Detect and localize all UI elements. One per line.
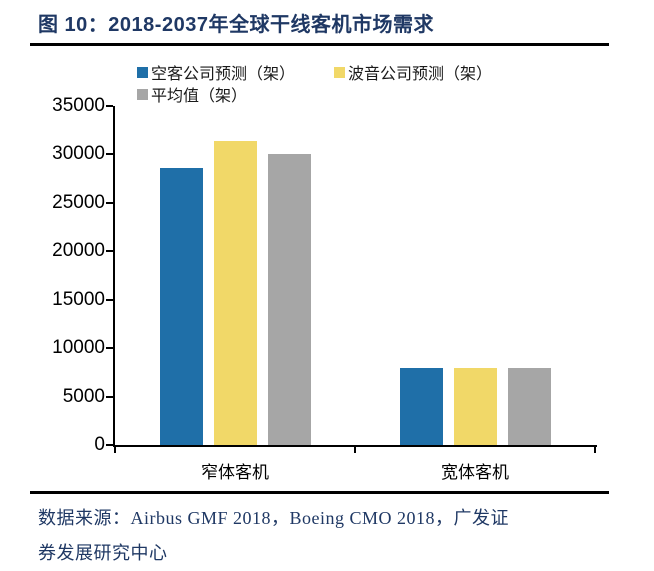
y-tick-label: 10000 <box>52 337 105 359</box>
y-tick-label: 30000 <box>52 143 105 165</box>
bar-boeing-forecast-wide-body <box>453 368 497 445</box>
bar-average-narrow-body <box>267 154 311 445</box>
y-axis <box>113 106 115 447</box>
x-tick <box>354 447 356 453</box>
y-tick <box>106 153 113 156</box>
legend-row: 平均值（架） <box>137 83 597 105</box>
y-tick <box>106 444 113 446</box>
y-tick-label: 25000 <box>52 191 105 213</box>
y-tick-label: 35000 <box>52 95 105 116</box>
legend-swatch-boeing-forecast <box>334 66 345 78</box>
data-source-line: 数据来源：Airbus GMF 2018，Boeing CMO 2018，广发证 <box>38 508 510 528</box>
title-underline <box>30 43 609 46</box>
category-label-narrow-body: 窄体客机 <box>201 463 269 482</box>
legend-label-average: 平均值（架） <box>151 88 248 105</box>
legend-item-airbus-forecast: 空客公司预测（架） <box>137 60 334 84</box>
data-source-line: 券发展研究中心 <box>38 543 168 563</box>
legend-swatch-average <box>137 88 148 100</box>
bar-boeing-forecast-narrow-body <box>213 141 257 445</box>
source-divider <box>30 491 609 494</box>
legend-item-boeing-forecast: 波音公司预测（架） <box>334 60 492 84</box>
bar-airbus-forecast-wide-body <box>399 368 443 445</box>
legend-row: 空客公司预测（架） 波音公司预测（架） <box>137 61 597 83</box>
legend-label-boeing-forecast: 波音公司预测（架） <box>348 66 493 83</box>
legend-swatch-airbus-forecast <box>137 66 148 78</box>
y-tick-label: 15000 <box>52 288 105 310</box>
legend-label-airbus-forecast: 空客公司预测（架） <box>151 66 296 83</box>
y-tick <box>106 395 113 398</box>
y-tick-label: 20000 <box>52 240 105 262</box>
chart-legend: 空客公司预测（架） 波音公司预测（架） 平均值（架） <box>137 61 597 105</box>
x-axis <box>113 445 597 447</box>
y-tick <box>106 298 113 301</box>
category-label-wide-body: 宽体客机 <box>441 463 509 482</box>
data-source: 数据来源：Airbus GMF 2018，Boeing CMO 2018，广发证… <box>38 501 623 571</box>
x-tick <box>594 447 596 453</box>
figure-title: 图 10：2018-2037年全球干线客机市场需求 <box>38 14 434 36</box>
y-tick <box>106 105 113 107</box>
y-tick <box>106 250 113 253</box>
y-tick-label: 5000 <box>62 385 105 407</box>
bar-airbus-forecast-narrow-body <box>159 168 203 445</box>
legend-item-average: 平均值（架） <box>137 82 247 106</box>
bar-average-wide-body <box>507 368 551 445</box>
x-tick <box>114 447 116 453</box>
y-tick <box>106 347 113 350</box>
y-tick <box>106 201 113 204</box>
y-tick-label: 0 <box>94 434 105 455</box>
